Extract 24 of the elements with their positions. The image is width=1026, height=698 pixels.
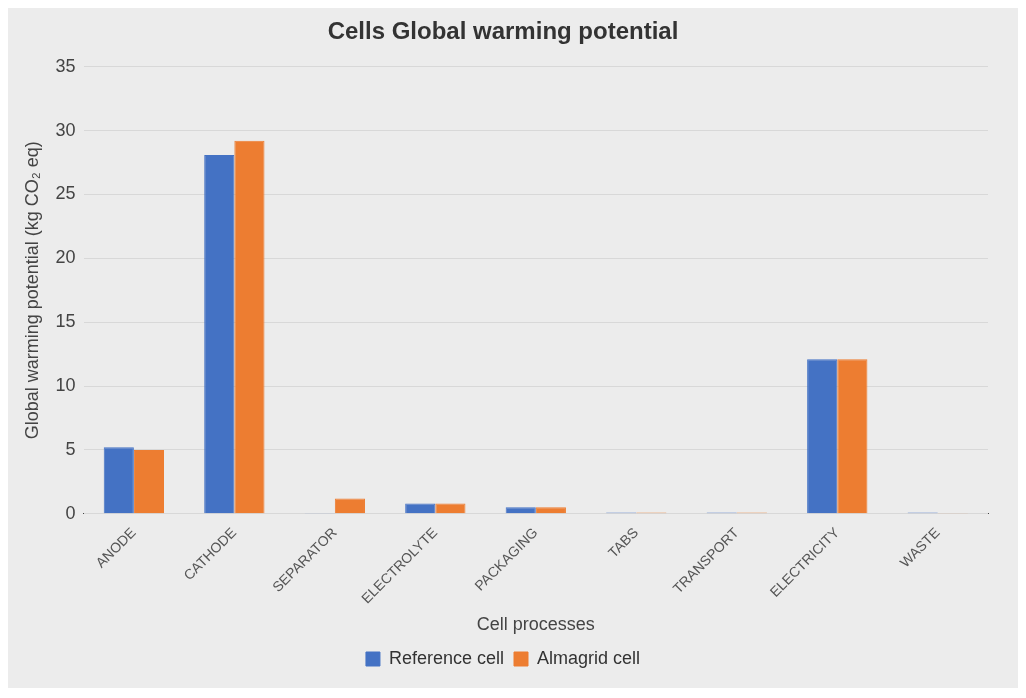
y-tick-label: 0 (65, 502, 76, 523)
bar (807, 359, 838, 514)
y-tick-label: 30 (55, 119, 76, 140)
y-tick-label: 15 (55, 311, 76, 332)
bar (204, 154, 235, 514)
legend-label: Almagrid cell (537, 647, 641, 668)
bar (133, 449, 165, 514)
legend-label: Reference cell (388, 647, 505, 668)
y-tick-label: 25 (55, 183, 76, 204)
y-tick-label: 35 (55, 55, 76, 76)
bar (405, 503, 436, 514)
chart-title: Cells Global warming potential (327, 17, 679, 45)
bar (435, 503, 466, 514)
x-axis-title: Cell processes (476, 614, 595, 635)
bar (334, 498, 365, 514)
y-tick-label: 5 (65, 438, 76, 459)
bar (103, 447, 134, 514)
bar (837, 359, 868, 514)
y-tick-label: 10 (55, 375, 76, 396)
bar (505, 507, 536, 514)
y-axis-title: Global warming potential (kg CO₂ eq) (21, 141, 42, 440)
bar (535, 507, 566, 514)
bar (234, 140, 265, 514)
y-tick-label: 20 (55, 247, 76, 268)
